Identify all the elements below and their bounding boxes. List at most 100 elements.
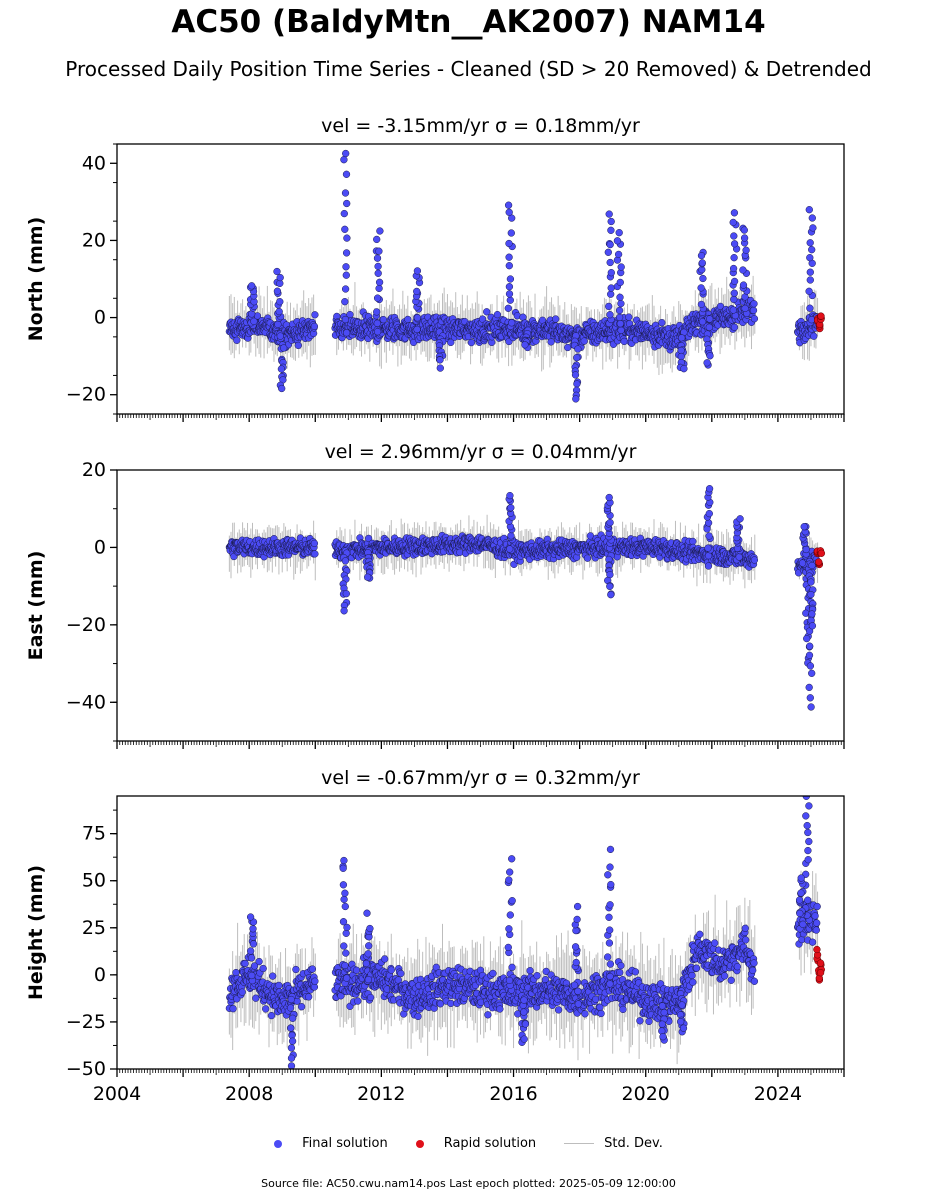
- east-final-point: [583, 554, 592, 562]
- east-final-point: [342, 590, 350, 598]
- north-final-point: [749, 306, 758, 315]
- north-final-point: [278, 384, 286, 393]
- north-final-point: [379, 315, 388, 324]
- north-final-point: [730, 323, 739, 331]
- north-final-point: [413, 287, 421, 296]
- east-rapid-point: [817, 549, 826, 557]
- north-final-point: [341, 315, 350, 324]
- height-final-point: [269, 972, 277, 980]
- height-final-point: [229, 1005, 237, 1013]
- north-final-point: [606, 258, 614, 267]
- north-final-point: [341, 189, 350, 197]
- north-final-point: [413, 325, 421, 334]
- height-final-point: [262, 1005, 270, 1013]
- north-final-point: [574, 345, 582, 353]
- east-final-point: [507, 504, 515, 512]
- east-final-point: [807, 703, 815, 711]
- north-ytick-label: −20: [66, 384, 106, 406]
- height-final-point: [366, 993, 375, 1002]
- east-final-point: [364, 573, 372, 581]
- north-final-point: [341, 225, 349, 233]
- north-final-point: [706, 352, 714, 360]
- north-final-point: [373, 308, 381, 316]
- north-final-point: [697, 300, 706, 309]
- height-final-point: [238, 988, 246, 996]
- east-ytick-label: −40: [66, 691, 106, 713]
- north-final-point: [697, 251, 706, 260]
- height-final-point: [397, 969, 405, 978]
- north-final-point: [808, 214, 816, 222]
- height-final-point: [387, 966, 395, 974]
- north-final-point: [248, 282, 256, 290]
- north-final-point: [506, 296, 514, 304]
- north-final-point: [740, 226, 748, 234]
- east-final-point: [507, 532, 515, 540]
- north-final-point: [275, 307, 283, 316]
- east-final-point: [605, 493, 613, 502]
- north-final-point: [373, 294, 382, 302]
- north-final-point: [607, 217, 615, 226]
- north-final-point: [605, 302, 613, 311]
- north-final-point: [276, 298, 284, 306]
- north-final-point: [342, 263, 350, 271]
- north-ytick-label: 40: [82, 152, 106, 174]
- north-final-point: [617, 263, 625, 271]
- height-final-point: [275, 981, 283, 990]
- north-final-point: [276, 332, 284, 340]
- east-final-point: [802, 545, 810, 554]
- north-final-point: [810, 332, 818, 340]
- north-final-point: [742, 246, 750, 254]
- east-final-point: [808, 669, 816, 677]
- north-final-point: [580, 337, 588, 345]
- east-final-point: [703, 525, 711, 533]
- east-final-point: [736, 515, 744, 523]
- east-ytick-label: −20: [66, 614, 106, 636]
- north-final-point: [505, 253, 513, 261]
- north-final-point: [340, 209, 348, 218]
- height-final-point: [311, 977, 319, 985]
- east-final-point: [705, 485, 714, 493]
- height-final-point: [414, 1012, 422, 1021]
- height-final-point: [232, 968, 240, 977]
- east-final-point: [805, 651, 814, 659]
- north-final-point: [730, 289, 738, 297]
- north-final-point: [571, 371, 580, 379]
- east-final-point: [310, 539, 319, 548]
- north-final-point: [505, 262, 513, 270]
- east-final-point: [704, 519, 713, 527]
- north-ytick-label: 0: [94, 307, 106, 329]
- east-final-point: [704, 562, 713, 570]
- north-final-point: [615, 313, 624, 322]
- north-final-point: [740, 234, 749, 242]
- north-final-point: [342, 149, 350, 158]
- north-final-point: [806, 254, 814, 262]
- north-ylabel: North (mm): [25, 217, 47, 342]
- north-final-point: [605, 210, 613, 218]
- east-ytick-label: 20: [82, 459, 106, 481]
- north-final-point: [274, 320, 282, 328]
- east-final-point: [705, 509, 713, 518]
- north-final-point: [273, 267, 281, 276]
- north-final-point: [505, 290, 514, 298]
- north-final-point: [508, 319, 516, 327]
- figure-title: AC50 (BaldyMtn__AK2007) NAM14: [171, 4, 766, 40]
- height-final-point: [241, 959, 249, 968]
- north-final-point: [614, 250, 623, 259]
- east-final-point: [803, 634, 811, 643]
- north-panel-title: vel = -3.15mm/yr σ = 0.18mm/yr: [321, 115, 640, 137]
- east-rapid-point: [815, 558, 823, 566]
- north-final-point: [606, 240, 614, 249]
- east-final-point: [341, 557, 350, 565]
- north-final-point: [604, 248, 612, 256]
- east-final-point: [806, 694, 814, 702]
- east-final-point: [750, 556, 759, 564]
- north-final-point: [730, 209, 739, 217]
- north-final-point: [730, 254, 738, 262]
- north-final-point: [280, 344, 288, 352]
- height-final-point: [354, 997, 362, 1005]
- north-final-point: [616, 293, 624, 301]
- north-final-point: [373, 254, 382, 262]
- height-final-point: [267, 1011, 276, 1020]
